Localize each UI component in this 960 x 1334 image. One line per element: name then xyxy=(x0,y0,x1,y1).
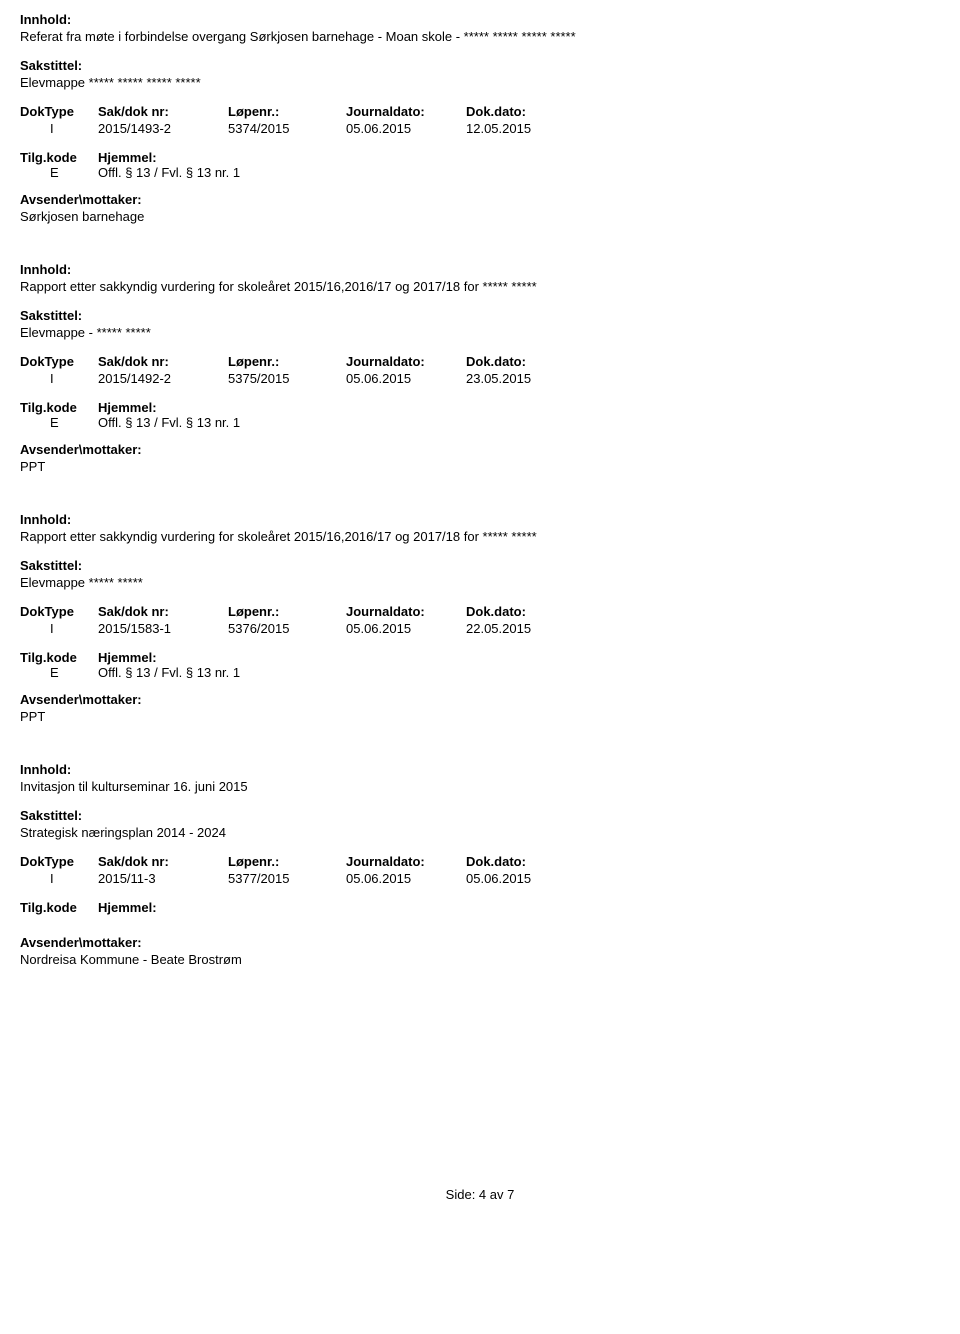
avsender-label: Avsender\mottaker: xyxy=(20,442,940,457)
tilgkode-value: E xyxy=(20,165,98,180)
tilg-header-row: Tilg.kode Hjemmel: xyxy=(20,650,940,665)
innhold-value: Rapport etter sakkyndig vurdering for sk… xyxy=(20,279,940,294)
journaldato-value: 05.06.2015 xyxy=(346,371,466,386)
innhold-value: Rapport etter sakkyndig vurdering for sk… xyxy=(20,529,940,544)
journaldato-header: Journaldato: xyxy=(346,104,466,119)
doktype-header: DokType xyxy=(20,354,98,369)
avsender-value: PPT xyxy=(20,459,940,474)
hjemmel-label: Hjemmel: xyxy=(98,650,157,665)
sakdok-header: Sak/dok nr: xyxy=(98,604,228,619)
tilg-data-row: E Offl. § 13 / Fvl. § 13 nr. 1 xyxy=(20,665,940,680)
journaldato-header: Journaldato: xyxy=(346,854,466,869)
sakdok-value: 2015/11-3 xyxy=(98,871,228,886)
doktype-value: I xyxy=(20,121,98,136)
hjemmel-label: Hjemmel: xyxy=(98,900,157,915)
dokdato-header: Dok.dato: xyxy=(466,604,586,619)
journaldato-value: 05.06.2015 xyxy=(346,871,466,886)
data-header-row: DokType Sak/dok nr: Løpenr.: Journaldato… xyxy=(20,604,940,619)
journaldato-header: Journaldato: xyxy=(346,354,466,369)
tilgkode-label: Tilg.kode xyxy=(20,150,98,165)
sakstittel-label: Sakstittel: xyxy=(20,558,940,573)
sakdok-header: Sak/dok nr: xyxy=(98,104,228,119)
doktype-value: I xyxy=(20,371,98,386)
doktype-header: DokType xyxy=(20,854,98,869)
tilgkode-value: E xyxy=(20,665,98,680)
dokdato-value: 22.05.2015 xyxy=(466,621,586,636)
doktype-header: DokType xyxy=(20,604,98,619)
tilgkode-label: Tilg.kode xyxy=(20,900,98,915)
journaldato-value: 05.06.2015 xyxy=(346,621,466,636)
data-header-row: DokType Sak/dok nr: Løpenr.: Journaldato… xyxy=(20,854,940,869)
lopenr-value: 5377/2015 xyxy=(228,871,346,886)
journal-entry: Innhold: Rapport etter sakkyndig vurderi… xyxy=(20,512,940,724)
sakdok-header: Sak/dok nr: xyxy=(98,354,228,369)
avsender-label: Avsender\mottaker: xyxy=(20,192,940,207)
sakdok-value: 2015/1493-2 xyxy=(98,121,228,136)
tilg-data-row: E Offl. § 13 / Fvl. § 13 nr. 1 xyxy=(20,165,940,180)
hjemmel-label: Hjemmel: xyxy=(98,400,157,415)
data-row: I 2015/1492-2 5375/2015 05.06.2015 23.05… xyxy=(20,371,940,386)
journal-entry: Innhold: Rapport etter sakkyndig vurderi… xyxy=(20,262,940,474)
lopenr-value: 5375/2015 xyxy=(228,371,346,386)
sakdok-value: 2015/1492-2 xyxy=(98,371,228,386)
lopenr-header: Løpenr.: xyxy=(228,854,346,869)
doktype-value: I xyxy=(20,871,98,886)
tilg-header-row: Tilg.kode Hjemmel: xyxy=(20,150,940,165)
lopenr-value: 5376/2015 xyxy=(228,621,346,636)
avsender-value: PPT xyxy=(20,709,940,724)
avsender-value: Nordreisa Kommune - Beate Brostrøm xyxy=(20,952,940,967)
dokdato-header: Dok.dato: xyxy=(466,354,586,369)
sakstittel-value: Strategisk næringsplan 2014 - 2024 xyxy=(20,825,940,840)
innhold-label: Innhold: xyxy=(20,262,940,277)
avsender-label: Avsender\mottaker: xyxy=(20,692,940,707)
dokdato-value: 23.05.2015 xyxy=(466,371,586,386)
data-header-row: DokType Sak/dok nr: Løpenr.: Journaldato… xyxy=(20,354,940,369)
sakdok-value: 2015/1583-1 xyxy=(98,621,228,636)
doktype-header: DokType xyxy=(20,104,98,119)
journaldato-header: Journaldato: xyxy=(346,604,466,619)
tilgkode-label: Tilg.kode xyxy=(20,650,98,665)
innhold-label: Innhold: xyxy=(20,12,940,27)
lopenr-header: Løpenr.: xyxy=(228,604,346,619)
data-row: I 2015/1583-1 5376/2015 05.06.2015 22.05… xyxy=(20,621,940,636)
hjemmel-value: Offl. § 13 / Fvl. § 13 nr. 1 xyxy=(98,665,240,680)
innhold-value: Invitasjon til kulturseminar 16. juni 20… xyxy=(20,779,940,794)
lopenr-value: 5374/2015 xyxy=(228,121,346,136)
tilgkode-value: E xyxy=(20,415,98,430)
sakstittel-label: Sakstittel: xyxy=(20,808,940,823)
lopenr-header: Løpenr.: xyxy=(228,104,346,119)
journal-entry: Innhold: Invitasjon til kulturseminar 16… xyxy=(20,762,940,967)
page-footer: Side: 4 av 7 xyxy=(20,1187,940,1202)
journaldato-value: 05.06.2015 xyxy=(346,121,466,136)
hjemmel-value: Offl. § 13 / Fvl. § 13 nr. 1 xyxy=(98,165,240,180)
dokdato-value: 12.05.2015 xyxy=(466,121,586,136)
lopenr-header: Løpenr.: xyxy=(228,354,346,369)
hjemmel-value: Offl. § 13 / Fvl. § 13 nr. 1 xyxy=(98,415,240,430)
doktype-value: I xyxy=(20,621,98,636)
avsender-value: Sørkjosen barnehage xyxy=(20,209,940,224)
innhold-label: Innhold: xyxy=(20,512,940,527)
innhold-label: Innhold: xyxy=(20,762,940,777)
dokdato-header: Dok.dato: xyxy=(466,104,586,119)
data-header-row: DokType Sak/dok nr: Løpenr.: Journaldato… xyxy=(20,104,940,119)
sakstittel-value: Elevmappe ***** ***** ***** ***** xyxy=(20,75,940,90)
sakstittel-value: Elevmappe - ***** ***** xyxy=(20,325,940,340)
sakstittel-label: Sakstittel: xyxy=(20,58,940,73)
hjemmel-label: Hjemmel: xyxy=(98,150,157,165)
sakdok-header: Sak/dok nr: xyxy=(98,854,228,869)
journal-entry: Innhold: Referat fra møte i forbindelse … xyxy=(20,12,940,224)
data-row: I 2015/11-3 5377/2015 05.06.2015 05.06.2… xyxy=(20,871,940,886)
tilg-header-row: Tilg.kode Hjemmel: xyxy=(20,400,940,415)
sakstittel-label: Sakstittel: xyxy=(20,308,940,323)
tilg-data-row: E Offl. § 13 / Fvl. § 13 nr. 1 xyxy=(20,415,940,430)
sakstittel-value: Elevmappe ***** ***** xyxy=(20,575,940,590)
tilg-header-row: Tilg.kode Hjemmel: xyxy=(20,900,940,915)
data-row: I 2015/1493-2 5374/2015 05.06.2015 12.05… xyxy=(20,121,940,136)
dokdato-value: 05.06.2015 xyxy=(466,871,586,886)
dokdato-header: Dok.dato: xyxy=(466,854,586,869)
tilgkode-label: Tilg.kode xyxy=(20,400,98,415)
innhold-value: Referat fra møte i forbindelse overgang … xyxy=(20,29,940,44)
avsender-label: Avsender\mottaker: xyxy=(20,935,940,950)
